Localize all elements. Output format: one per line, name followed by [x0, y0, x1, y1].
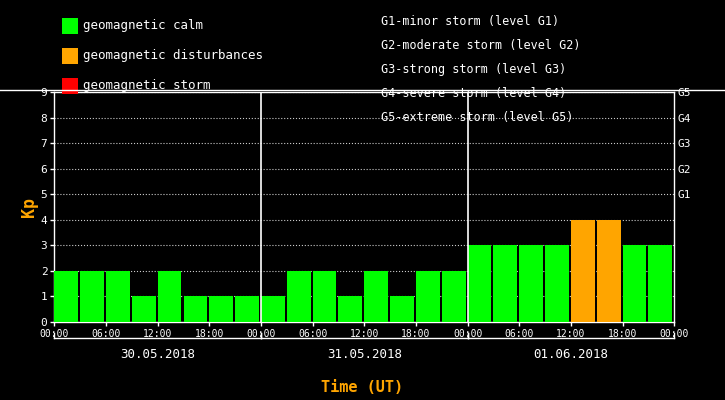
Text: 30.05.2018: 30.05.2018 [120, 348, 195, 360]
Text: G1-minor storm (level G1): G1-minor storm (level G1) [381, 16, 559, 28]
Text: G4-severe storm (level G4): G4-severe storm (level G4) [381, 88, 566, 100]
Bar [623, 245, 647, 322]
Bar [648, 245, 672, 322]
Bar [235, 296, 259, 322]
Bar [106, 271, 130, 322]
Bar [442, 271, 465, 322]
Text: G5-extreme storm (level G5): G5-extreme storm (level G5) [381, 112, 573, 124]
Bar [287, 271, 310, 322]
Bar [416, 271, 440, 322]
Bar [132, 296, 156, 322]
Bar [183, 296, 207, 322]
Text: geomagnetic disturbances: geomagnetic disturbances [83, 50, 263, 62]
Bar [157, 271, 181, 322]
Y-axis label: Kp: Kp [20, 197, 38, 217]
Text: 01.06.2018: 01.06.2018 [534, 348, 608, 360]
Bar [571, 220, 594, 322]
Text: 31.05.2018: 31.05.2018 [327, 348, 402, 360]
Text: G2-moderate storm (level G2): G2-moderate storm (level G2) [381, 40, 580, 52]
Text: Time (UT): Time (UT) [321, 380, 404, 396]
Text: geomagnetic calm: geomagnetic calm [83, 20, 204, 32]
Bar [519, 245, 543, 322]
Bar [364, 271, 388, 322]
Bar [312, 271, 336, 322]
Bar [494, 245, 517, 322]
Bar [339, 296, 362, 322]
Bar [261, 296, 285, 322]
Bar [390, 296, 414, 322]
Text: geomagnetic storm: geomagnetic storm [83, 80, 211, 92]
Bar [597, 220, 621, 322]
Text: G3-strong storm (level G3): G3-strong storm (level G3) [381, 64, 566, 76]
Bar [468, 245, 492, 322]
Bar [80, 271, 104, 322]
Bar [54, 271, 78, 322]
Bar [545, 245, 569, 322]
Bar [210, 296, 233, 322]
